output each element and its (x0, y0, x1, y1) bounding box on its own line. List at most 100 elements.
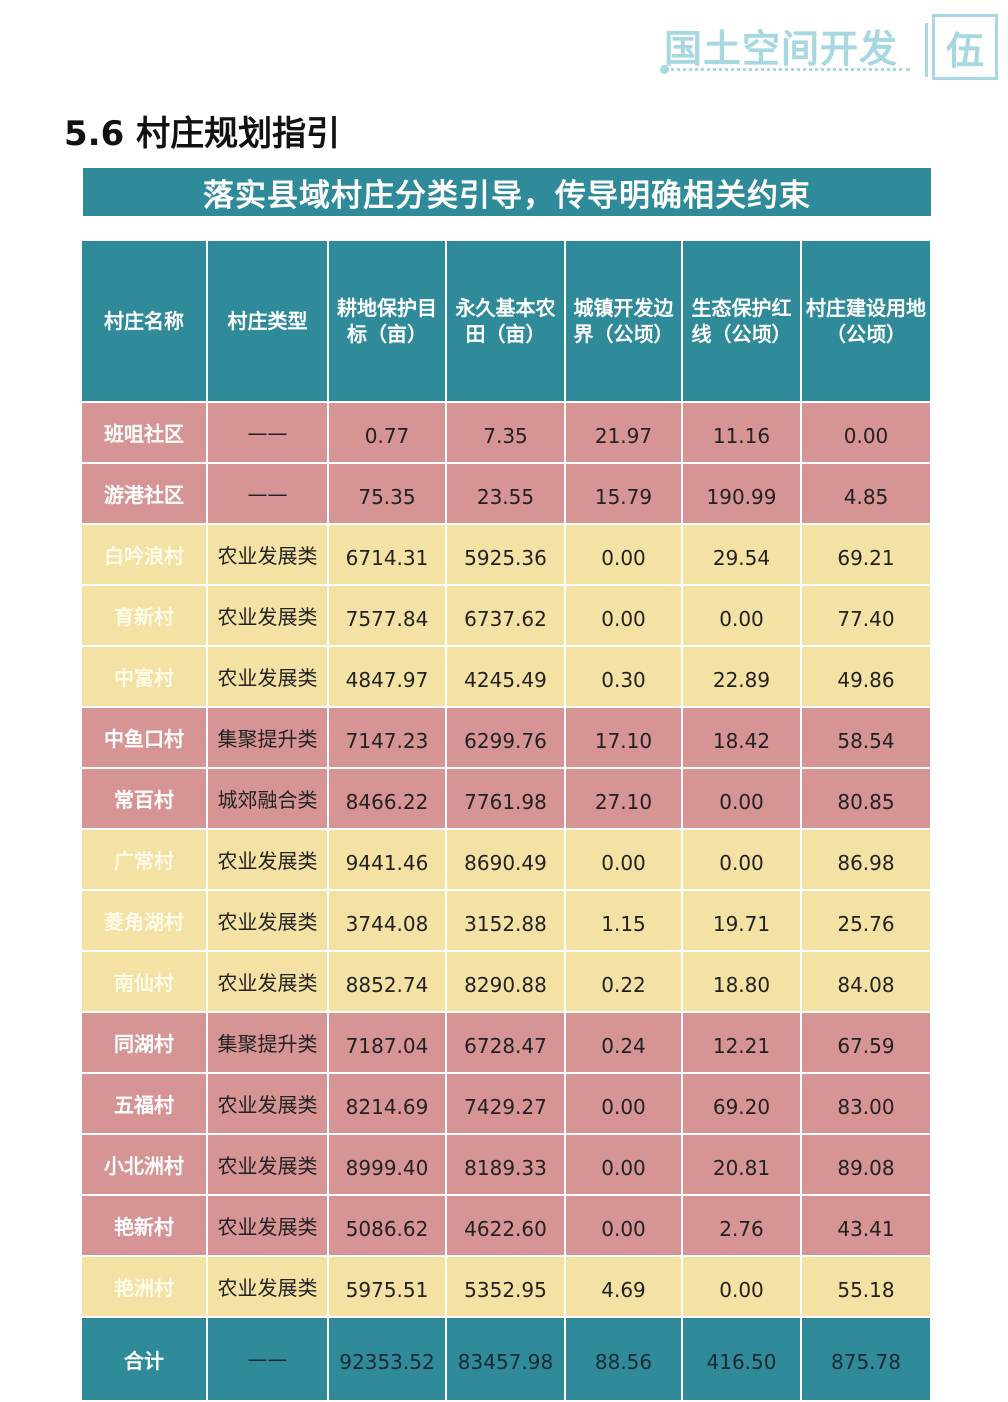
farmland-target: 8466.22 (327, 767, 447, 830)
farmland-target: 4847.97 (327, 645, 447, 708)
village-type: 集聚提升类 (206, 706, 329, 769)
eco-redline: 0.00 (681, 767, 802, 830)
total-basic-farmland: 83457.98 (445, 1316, 566, 1402)
urban-boundary: 0.00 (564, 1072, 683, 1135)
eco-redline: 0.00 (681, 828, 802, 891)
table-row: 南仙村 农业发展类 8852.74 8290.88 0.22 18.80 84.… (80, 950, 932, 1013)
basic-farmland: 4622.60 (445, 1194, 566, 1257)
total-farmland-target: 92353.52 (327, 1316, 447, 1402)
farmland-target: 5086.62 (327, 1194, 447, 1257)
village-type: 农业发展类 (206, 889, 329, 952)
village-type: 农业发展类 (206, 584, 329, 647)
basic-farmland: 23.55 (445, 462, 566, 525)
village-land: 43.41 (800, 1194, 932, 1257)
urban-boundary: 15.79 (564, 462, 683, 525)
urban-boundary: 0.00 (564, 523, 683, 586)
village-type: 农业发展类 (206, 1255, 329, 1318)
farmland-target: 5975.51 (327, 1255, 447, 1318)
total-label: 合计 (80, 1316, 208, 1402)
village-type: 农业发展类 (206, 950, 329, 1013)
farmland-target: 8852.74 (327, 950, 447, 1013)
eco-redline: 0.00 (681, 584, 802, 647)
village-land: 77.40 (800, 584, 932, 647)
basic-farmland: 7761.98 (445, 767, 566, 830)
section-title: 5.6 村庄规划指引 (64, 114, 341, 154)
farmland-target: 7187.04 (327, 1011, 447, 1074)
table-row: 班咀社区 —— 0.77 7.35 21.97 11.16 0.00 (80, 401, 932, 464)
header-cell: 村庄建设用地（公顷） (800, 239, 932, 403)
village-name: 小北洲村 (80, 1133, 208, 1196)
eco-redline: 190.99 (681, 462, 802, 525)
header-cell: 村庄名称 (80, 239, 208, 403)
village-name: 白吟浪村 (80, 523, 208, 586)
village-land: 0.00 (800, 401, 932, 464)
header-cell: 村庄类型 (206, 239, 329, 403)
chapter-badge: 伍 (925, 14, 998, 80)
village-land: 89.08 (800, 1133, 932, 1196)
farmland-target: 8999.40 (327, 1133, 447, 1196)
eco-redline: 2.76 (681, 1194, 802, 1257)
table-row: 菱角湖村 农业发展类 3744.08 3152.88 1.15 19.71 25… (80, 889, 932, 952)
table-row: 中富村 农业发展类 4847.97 4245.49 0.30 22.89 49.… (80, 645, 932, 708)
basic-farmland: 5352.95 (445, 1255, 566, 1318)
village-type: —— (206, 401, 329, 464)
basic-farmland: 7.35 (445, 401, 566, 464)
village-land: 25.76 (800, 889, 932, 952)
urban-boundary: 27.10 (564, 767, 683, 830)
farmland-target: 3744.08 (327, 889, 447, 952)
total-urban-boundary: 88.56 (564, 1316, 683, 1402)
eco-redline: 20.81 (681, 1133, 802, 1196)
total-eco-redline: 416.50 (681, 1316, 802, 1402)
urban-boundary: 0.00 (564, 584, 683, 647)
urban-boundary: 0.24 (564, 1011, 683, 1074)
village-name: 育新村 (80, 584, 208, 647)
village-type: 农业发展类 (206, 1133, 329, 1196)
village-land: 83.00 (800, 1072, 932, 1135)
basic-farmland: 6299.76 (445, 706, 566, 769)
eco-redline: 69.20 (681, 1072, 802, 1135)
farmland-target: 8214.69 (327, 1072, 447, 1135)
eco-redline: 29.54 (681, 523, 802, 586)
village-type: 农业发展类 (206, 523, 329, 586)
eco-redline: 18.80 (681, 950, 802, 1013)
village-type: 农业发展类 (206, 828, 329, 891)
village-name: 广常村 (80, 828, 208, 891)
village-land: 80.85 (800, 767, 932, 830)
village-name: 游港社区 (80, 462, 208, 525)
village-type: 农业发展类 (206, 1194, 329, 1257)
village-land: 69.21 (800, 523, 932, 586)
village-land: 67.59 (800, 1011, 932, 1074)
village-name: 艳新村 (80, 1194, 208, 1257)
basic-farmland: 8690.49 (445, 828, 566, 891)
table-row: 白吟浪村 农业发展类 6714.31 5925.36 0.00 29.54 69… (80, 523, 932, 586)
table-row: 艳洲村 农业发展类 5975.51 5352.95 4.69 0.00 55.1… (80, 1255, 932, 1318)
village-land: 4.85 (800, 462, 932, 525)
village-name: 中鱼口村 (80, 706, 208, 769)
basic-farmland: 5925.36 (445, 523, 566, 586)
table-header-row: 村庄名称 村庄类型 耕地保护目标（亩） 永久基本农田（亩） 城镇开发边界（公顷）… (80, 239, 932, 403)
page-header: 国土空间开发 伍 (638, 14, 998, 84)
village-type: 农业发展类 (206, 1072, 329, 1135)
village-name: 中富村 (80, 645, 208, 708)
eco-redline: 19.71 (681, 889, 802, 952)
farmland-target: 7577.84 (327, 584, 447, 647)
total-village-land: 875.78 (800, 1316, 932, 1402)
basic-farmland: 3152.88 (445, 889, 566, 952)
village-type: —— (206, 462, 329, 525)
village-land: 84.08 (800, 950, 932, 1013)
urban-boundary: 1.15 (564, 889, 683, 952)
village-type: 集聚提升类 (206, 1011, 329, 1074)
table-banner: 落实县域村庄分类引导，传导明确相关约束 (83, 168, 931, 216)
urban-boundary: 4.69 (564, 1255, 683, 1318)
village-type: 农业发展类 (206, 645, 329, 708)
header-cell: 永久基本农田（亩） (445, 239, 566, 403)
urban-boundary: 0.22 (564, 950, 683, 1013)
header-cell: 耕地保护目标（亩） (327, 239, 447, 403)
table-row: 常百村 城郊融合类 8466.22 7761.98 27.10 0.00 80.… (80, 767, 932, 830)
village-name: 常百村 (80, 767, 208, 830)
village-name: 南仙村 (80, 950, 208, 1013)
table-row: 五福村 农业发展类 8214.69 7429.27 0.00 69.20 83.… (80, 1072, 932, 1135)
village-name: 同湖村 (80, 1011, 208, 1074)
urban-boundary: 0.30 (564, 645, 683, 708)
urban-boundary: 21.97 (564, 401, 683, 464)
